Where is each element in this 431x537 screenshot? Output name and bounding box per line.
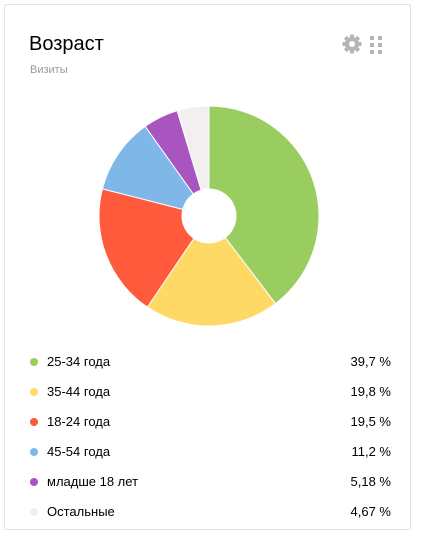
pie-slice-0[interactable] — [208, 105, 320, 305]
legend-value: 4,67 % — [350, 504, 391, 519]
pie-slice-5[interactable] — [176, 105, 210, 191]
legend-item[interactable]: 18-24 года 19,5 % — [29, 407, 391, 437]
legend-color-dot — [30, 448, 38, 456]
legend-item[interactable]: Остальные 4,67 % — [29, 497, 391, 527]
legend-item[interactable]: 45-54 года 11,2 % — [29, 437, 391, 467]
legend-item[interactable]: младше 18 лет 5,18 % — [29, 467, 391, 497]
legend-label: Остальные — [47, 504, 115, 519]
legend-item[interactable]: 35-44 года 19,8 % — [29, 377, 391, 407]
legend-label: 25-34 года — [47, 354, 111, 369]
legend-color-dot — [30, 388, 38, 396]
legend-label: 45-54 года — [47, 444, 111, 459]
legend-item[interactable]: 25-34 года 39,7 % — [29, 347, 391, 377]
gear-icon[interactable] — [342, 34, 362, 54]
widget-title: Возраст — [29, 33, 104, 55]
legend-color-dot — [30, 508, 38, 516]
age-widget: Возраст Визиты 25-34 года 39,7 % 35-44 год… — [4, 4, 411, 530]
legend-value: 19,5 % — [350, 414, 391, 429]
widget-subtitle: Визиты — [30, 64, 68, 76]
pie-slice-2[interactable] — [98, 188, 195, 308]
legend-value: 11,2 % — [351, 444, 391, 459]
age-donut-chart — [98, 105, 320, 327]
legend-label: младше 18 лет — [47, 474, 139, 489]
grip-icon[interactable] — [369, 35, 383, 55]
legend-color-dot — [30, 358, 38, 366]
legend-value: 39,7 % — [350, 354, 391, 369]
legend-value: 5,18 % — [350, 474, 391, 489]
pie-slice-1[interactable] — [146, 236, 277, 327]
legend-value: 19,8 % — [350, 384, 391, 399]
legend-label: 35-44 года — [47, 384, 111, 399]
legend-color-dot — [30, 478, 38, 486]
legend-label: 18-24 года — [47, 414, 111, 429]
chart-legend: 25-34 года 39,7 % 35-44 года 19,8 % 18-24 го… — [29, 347, 391, 527]
legend-color-dot — [30, 418, 38, 426]
